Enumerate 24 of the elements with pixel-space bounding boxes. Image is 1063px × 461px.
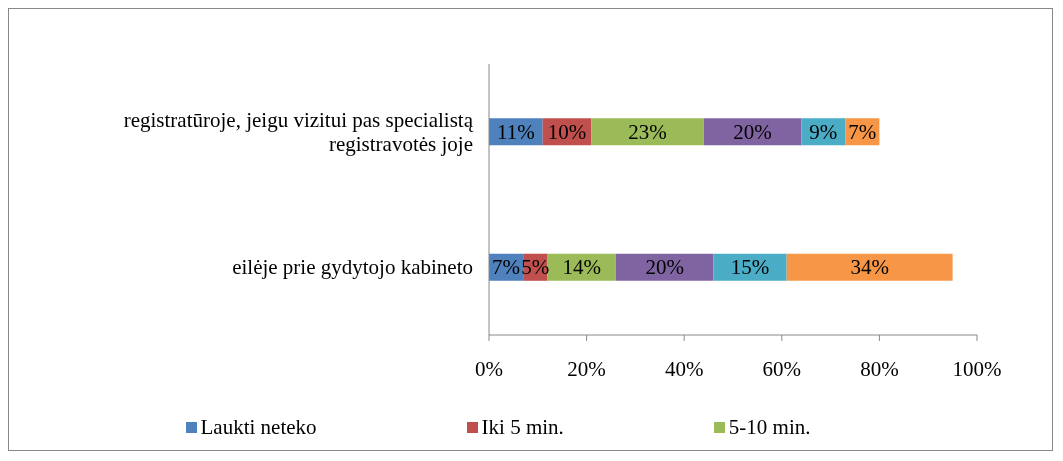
x-tick-label: 100% [952,356,1002,381]
data-label: 10% [547,119,587,144]
data-label: 7% [492,255,521,280]
data-label: 34% [850,255,889,280]
legend-label: Laukti neteko [199,415,317,440]
data-label: 11% [496,119,535,144]
data-label: 20% [645,255,684,280]
data-label: 15% [730,255,770,280]
legend-label: Iki 5 min. [480,415,564,440]
x-tick-label: 80% [860,356,899,381]
bar [591,118,704,146]
y-tick-label: registratūroje, jeigu vizitui pas specialistą registravotės joje [123,107,474,156]
x-tick-label: 40% [664,356,704,381]
x-tick-label: 60% [762,356,802,381]
y-tick-label: eilėje prie gydytojo kabineto [232,255,473,280]
x-tick-label: 20% [567,356,606,381]
data-label: 23% [628,119,667,144]
data-label: 7% [848,119,877,144]
data-label: 20% [733,119,772,144]
legend-label: 5-10 min. [727,415,811,440]
data-label: 14% [562,255,601,280]
x-tick-label: 0% [475,356,503,381]
data-label: 9% [809,119,838,144]
bar [786,253,953,281]
